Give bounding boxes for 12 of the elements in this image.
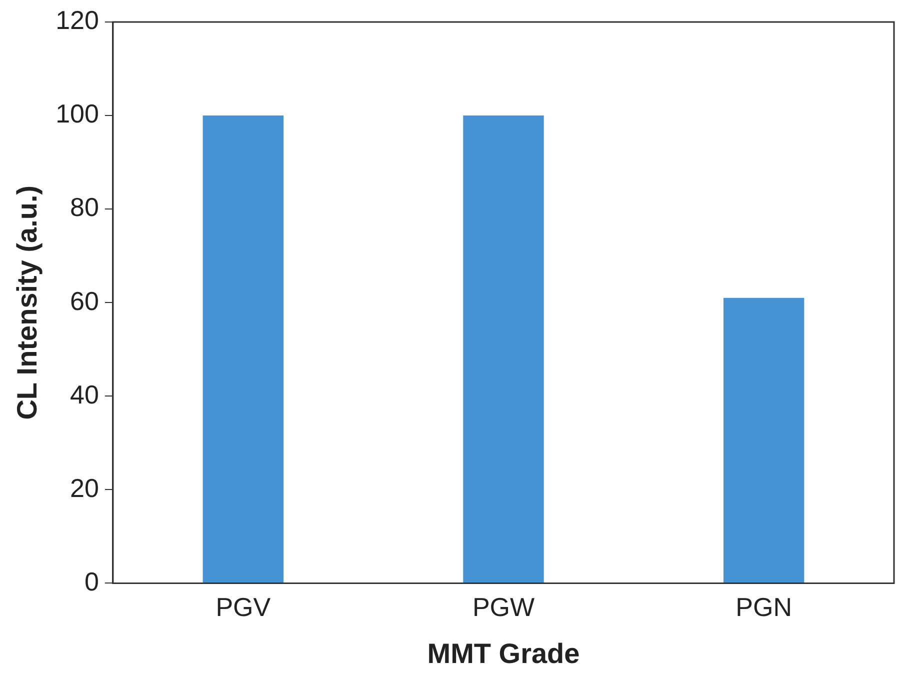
y-tick-label: 100 xyxy=(56,98,99,129)
y-tick-label: 40 xyxy=(70,379,99,410)
y-tick-label: 20 xyxy=(70,472,99,503)
y-tick-label: 0 xyxy=(84,566,99,596)
x-tick-label: PGW xyxy=(472,592,535,622)
y-axis-title: CL Intensity (a.u.) xyxy=(12,185,43,420)
x-tick-label: PGN xyxy=(736,592,792,622)
y-tick-label: 120 xyxy=(56,5,99,36)
y-tick-label: 80 xyxy=(70,192,99,222)
y-tick-label: 60 xyxy=(70,286,99,316)
x-tick-label: PGV xyxy=(216,592,272,622)
x-axis-title: MMT Grade xyxy=(427,638,580,669)
